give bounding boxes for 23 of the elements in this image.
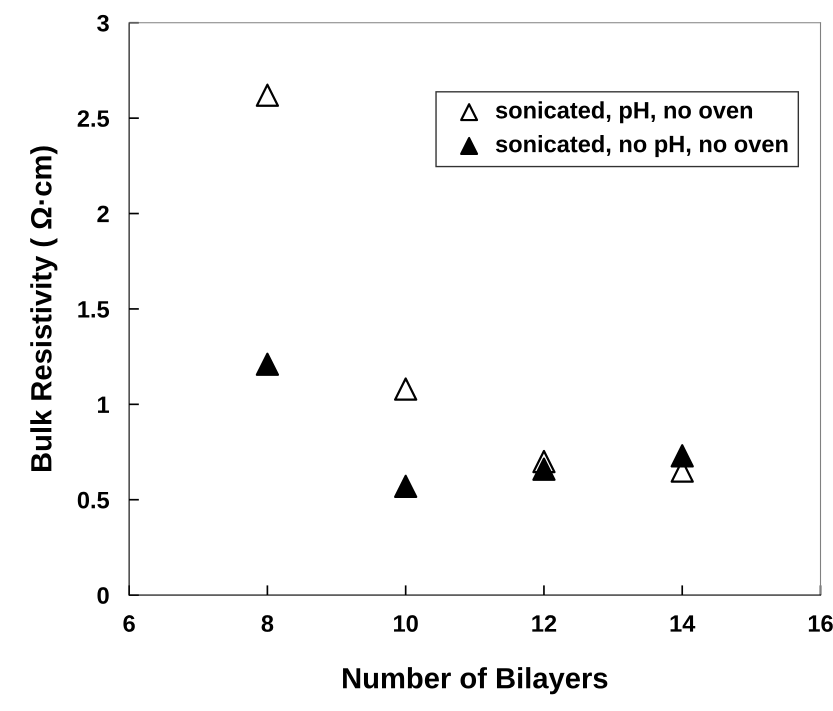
point: [532, 458, 556, 481]
y-tick-label: 3: [97, 14, 109, 32]
point: [670, 444, 694, 468]
x-axis-title: Number of Bilayers: [343, 667, 608, 694]
point: [256, 84, 280, 107]
x-tick-label: 6: [123, 615, 135, 632]
x-tick-label: 14: [670, 615, 696, 632]
x-tick-label: 16: [808, 615, 833, 632]
legend-label: sonicated, pH, no oven: [496, 101, 752, 124]
y-tick-label: 0: [97, 587, 109, 604]
point: [256, 352, 280, 376]
point: [394, 377, 418, 401]
y-tick-label: 2.5: [78, 110, 110, 127]
x-tick-label: 12: [532, 615, 556, 632]
y-tick-label: 0.5: [78, 492, 110, 508]
x-tick-label: 10: [394, 615, 418, 632]
y-tick-label: 1: [98, 396, 110, 413]
legend-label: sonicated, no pH, no oven: [496, 135, 788, 158]
y-axis-title: Bulk Resistivity ( Ω·cm): [30, 146, 58, 472]
point: [394, 474, 418, 498]
y-tick-label: 2: [97, 206, 109, 222]
x-tick-label: 8: [262, 615, 274, 632]
y-tick-label: 1.5: [78, 301, 110, 318]
